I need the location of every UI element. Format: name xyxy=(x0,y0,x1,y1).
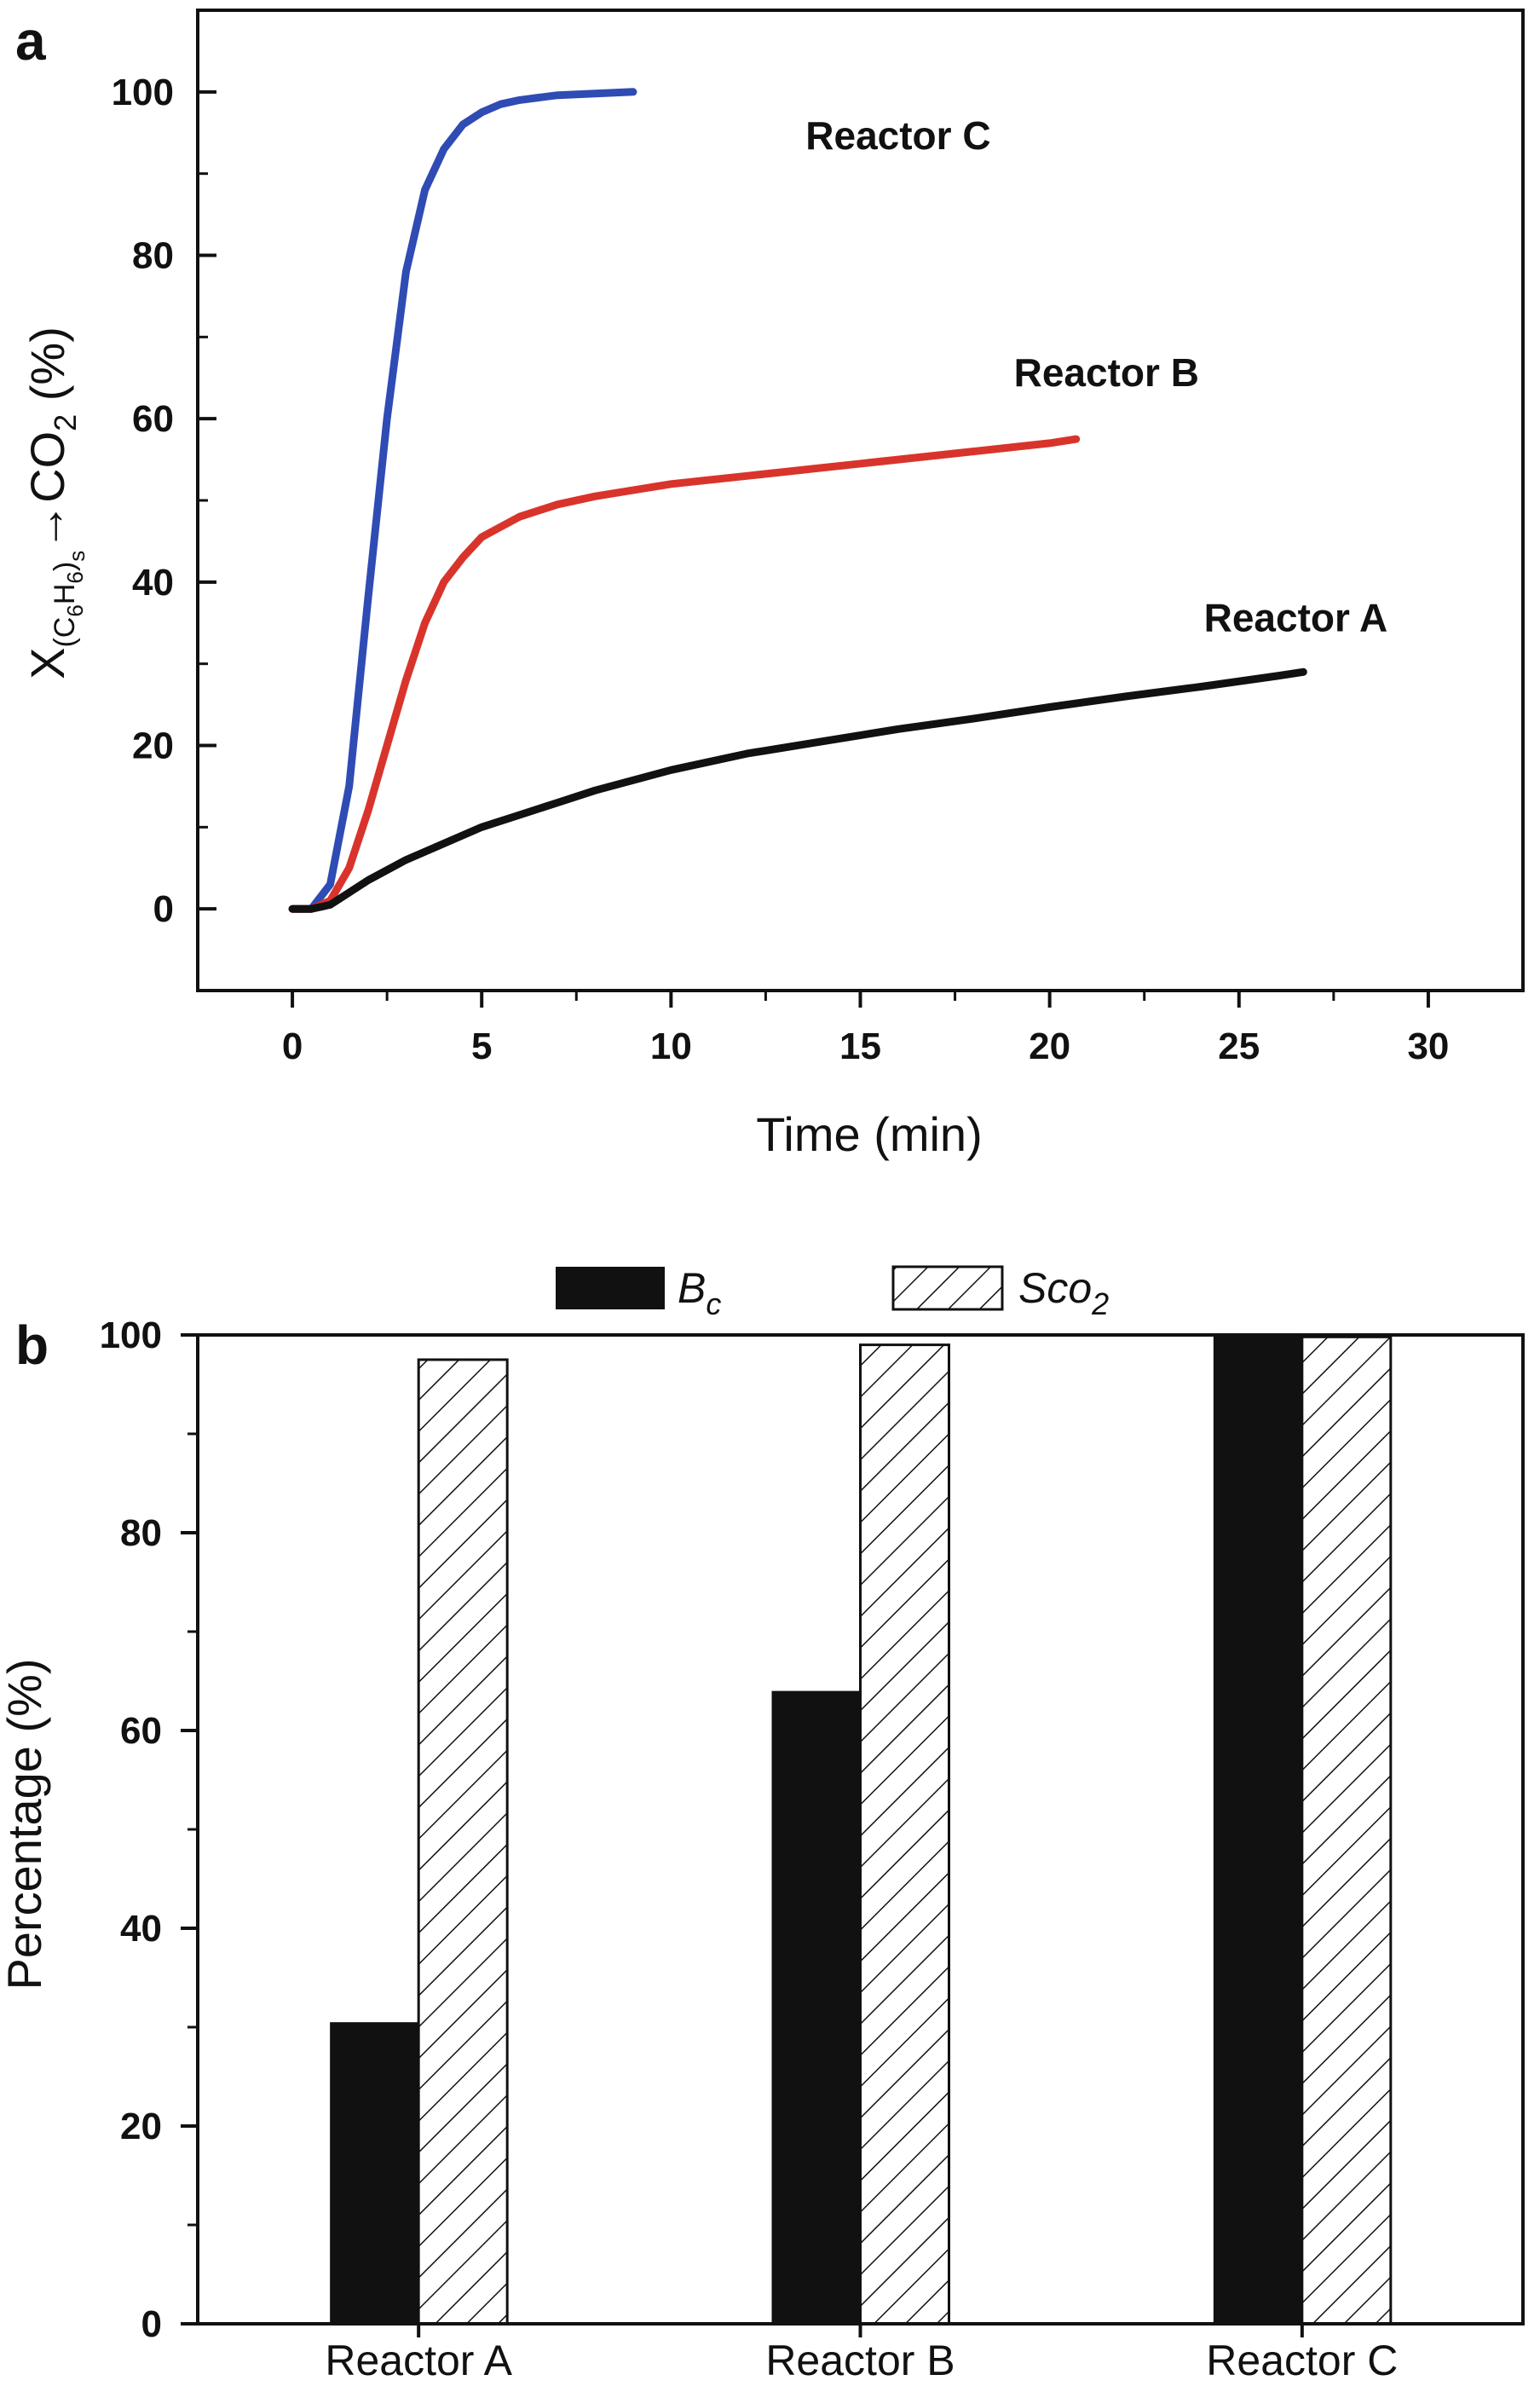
bar-bc-reactor-b xyxy=(771,1690,861,2324)
series-line-reactor-a xyxy=(288,667,1307,913)
panel-a-x-tick-label: 10 xyxy=(650,1026,692,1067)
panel-a-series xyxy=(288,88,1307,913)
legend-swatch-bc xyxy=(556,1267,665,1309)
y-title-arrow: → xyxy=(20,503,74,551)
panel-a-x-tick-label: 30 xyxy=(1407,1026,1449,1067)
panel-b-legend: Bc Sco2 xyxy=(556,1264,1109,1321)
bar-bc-reactor-c xyxy=(1213,1335,1302,2324)
legend-label-bc: Bc xyxy=(678,1264,721,1321)
panel-b-category-labels: Reactor A Reactor B Reactor C xyxy=(325,2324,1398,2384)
category-label: Reactor B xyxy=(765,2337,955,2384)
y-title-base: X xyxy=(20,648,74,679)
panel-b-y-tick-label: 80 xyxy=(120,1512,162,1554)
panel-a-x-tick-label: 5 xyxy=(471,1026,492,1067)
series-label-reactor-c: Reactor C xyxy=(805,113,990,158)
series-line-reactor-b xyxy=(288,435,1081,913)
panel-a-x-axis: 0 5 10 15 20 25 30 xyxy=(282,991,1449,1067)
panel-a-y-tick-label: 20 xyxy=(132,725,174,767)
panel-a-x-tick-label: 25 xyxy=(1218,1026,1260,1067)
panel-b-y-axis-title: Percentage (%) xyxy=(0,1658,51,1990)
panel-b-y-axis: 0 20 40 60 80 100 xyxy=(100,1314,198,2345)
bar-sco2-reactor-b xyxy=(859,1343,950,2326)
panel-b-y-tick-label: 20 xyxy=(120,2106,162,2147)
panel-b-y-tick-label: 0 xyxy=(141,2303,162,2345)
bar-bc-reactor-a xyxy=(330,2022,419,2324)
bar-sco2-reactor-a xyxy=(417,1358,509,2326)
panel-a-y-tick-label: 40 xyxy=(132,562,174,604)
panel-a-annotations: Reactor C Reactor B Reactor A xyxy=(805,113,1387,639)
legend-label-sco2: Sco2 xyxy=(1018,1264,1109,1321)
panel-b-y-tick-label: 40 xyxy=(120,1908,162,1950)
panel-a-x-tick-label: 20 xyxy=(1029,1026,1070,1067)
panel-a-y-axis-title: X(C6H6)s→CO2 (%) xyxy=(20,326,89,679)
series-label-reactor-b: Reactor B xyxy=(1014,350,1199,395)
category-label: Reactor A xyxy=(325,2337,512,2384)
series-label-reactor-a: Reactor A xyxy=(1204,595,1388,639)
svg-text:X(C6H6)s→CO2 (%): X(C6H6)s→CO2 (%) xyxy=(20,326,89,679)
panel-b-letter: b xyxy=(15,1314,49,1376)
bar-sco2-reactor-c xyxy=(1301,1335,1393,2326)
panel-a-y-axis: 0 20 40 60 80 100 xyxy=(112,72,216,930)
panel-a-y-tick-label: 100 xyxy=(112,72,174,113)
panel-a-y-tick-label: 80 xyxy=(132,235,174,277)
panel-a-letter: a xyxy=(15,10,46,72)
series-line-reactor-c xyxy=(288,88,637,913)
category-label: Reactor C xyxy=(1206,2337,1398,2384)
panel-a-x-tick-label: 0 xyxy=(282,1026,303,1067)
legend-swatch-sco2 xyxy=(891,1265,1004,1311)
panel-b-y-tick-label: 100 xyxy=(100,1314,162,1356)
panel-b-y-tick-label: 60 xyxy=(120,1710,162,1752)
panel-a-x-axis-title: Time (min) xyxy=(756,1107,982,1161)
panel-a-x-tick-label: 15 xyxy=(839,1026,881,1067)
panel-a-y-tick-label: 0 xyxy=(153,888,174,930)
panel-b-bars xyxy=(330,1335,1393,2326)
panel-a-y-tick-label: 60 xyxy=(132,398,174,440)
